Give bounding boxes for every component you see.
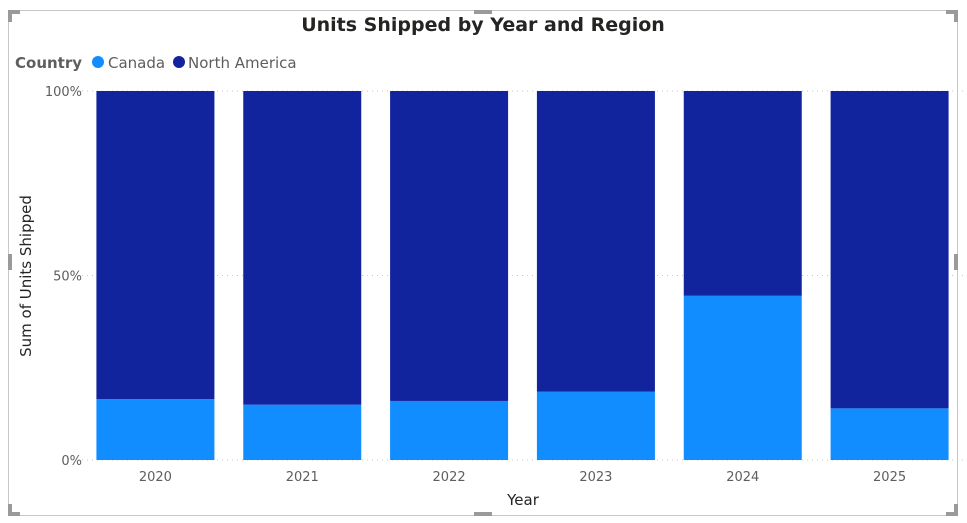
- legend-label-canada[interactable]: Canada: [108, 54, 165, 72]
- resize-handle-right-middle[interactable]: [954, 254, 958, 270]
- resize-handle-top-middle[interactable]: [474, 10, 492, 14]
- chart-title: Units Shipped by Year and Region: [301, 14, 665, 36]
- resize-handle-top-left[interactable]: [8, 10, 12, 22]
- bar-north-america-2025[interactable]: [830, 91, 949, 409]
- bar-north-america-2021[interactable]: [243, 91, 362, 405]
- bar-canada-2021[interactable]: [243, 404, 362, 460]
- y-axis-title: Sum of Units Shipped: [17, 195, 35, 357]
- resize-handle-bottom-middle[interactable]: [474, 512, 492, 516]
- bar-canada-2025[interactable]: [830, 408, 949, 460]
- x-tick-label-2024: 2024: [726, 470, 759, 485]
- bars: [96, 91, 949, 460]
- resize-handle-bottom-left[interactable]: [8, 504, 12, 516]
- resize-handle-top-right[interactable]: [954, 10, 958, 22]
- resize-handle-top-left[interactable]: [8, 10, 20, 14]
- gridlines: [82, 90, 963, 461]
- bar-north-america-2023[interactable]: [536, 91, 655, 392]
- y-tick-label: 50%: [53, 270, 82, 285]
- bar-canada-2023[interactable]: [536, 391, 655, 460]
- x-tick-label-2021: 2021: [286, 470, 319, 485]
- y-tick-label: 100%: [45, 85, 82, 100]
- bar-canada-2022[interactable]: [390, 400, 509, 460]
- x-axis-title: Year: [506, 491, 540, 509]
- x-tick-label-2022: 2022: [433, 470, 466, 485]
- bar-canada-2024[interactable]: [683, 295, 802, 460]
- bar-canada-2020[interactable]: [96, 399, 215, 460]
- resize-handle-top-right[interactable]: [946, 10, 958, 14]
- x-tick-label-2020: 2020: [139, 470, 172, 485]
- x-tick-label-2025: 2025: [873, 470, 906, 485]
- resize-handle-bottom-left[interactable]: [8, 512, 20, 516]
- y-tick-label: 0%: [61, 454, 82, 469]
- resize-handle-bottom-right[interactable]: [946, 512, 958, 516]
- y-axis-ticks: 0% 50% 100%: [45, 85, 82, 469]
- x-axis-ticks: 2020 2021 2022 2023 2024 2025: [139, 470, 906, 485]
- bar-north-america-2020[interactable]: [96, 91, 215, 400]
- bar-north-america-2024[interactable]: [683, 91, 802, 296]
- x-tick-label-2023: 2023: [579, 470, 612, 485]
- legend-label-north-america[interactable]: North America: [188, 54, 297, 72]
- legend-title: Country: [15, 54, 82, 72]
- resize-handle-left-middle[interactable]: [8, 254, 12, 270]
- legend-marker-canada[interactable]: [92, 56, 104, 68]
- bar-north-america-2022[interactable]: [390, 91, 509, 401]
- legend-marker-north-america[interactable]: [173, 56, 185, 68]
- resize-handle-bottom-right[interactable]: [954, 504, 958, 516]
